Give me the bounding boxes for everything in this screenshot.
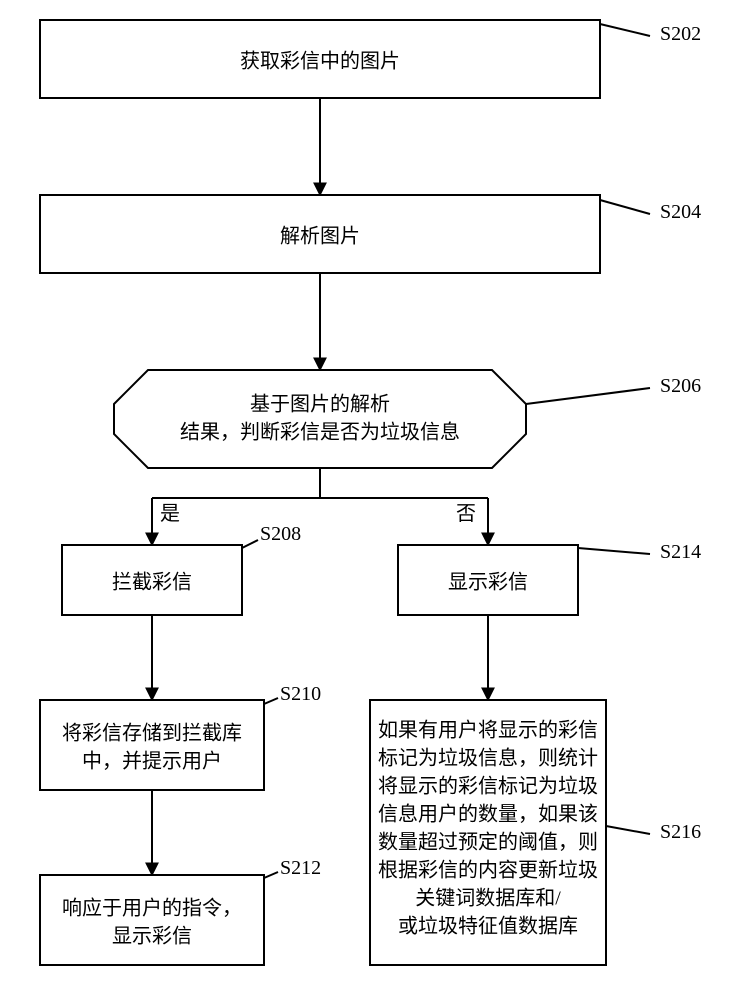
- node-s210: 将彩信存储到拦截库 中，并提示用户: [40, 700, 264, 790]
- node-s216-text-8: 或垃圾特征值数据库: [398, 915, 578, 938]
- node-s206-text-2: 结果，判断彩信是否为垃圾信息: [180, 421, 460, 444]
- leader-s210: [264, 698, 278, 704]
- leader-s204: [600, 200, 650, 214]
- leader-s212: [264, 872, 278, 878]
- node-s214-text: 显示彩信: [448, 571, 528, 594]
- node-s212: 响应于用户的指令， 显示彩信: [40, 875, 264, 965]
- node-s202: 获取彩信中的图片: [40, 20, 600, 98]
- node-s208-text: 拦截彩信: [112, 571, 192, 594]
- node-s210-text-2: 中，并提示用户: [82, 750, 222, 773]
- leader-s206: [526, 388, 650, 404]
- label-s204: S204: [660, 201, 701, 223]
- node-s216: 如果有用户将显示的彩信 标记为垃圾信息，则统计 将显示的彩信标记为垃圾 信息用户…: [370, 700, 606, 965]
- node-s216-text-5: 数量超过预定的阈值，则: [378, 831, 598, 854]
- label-s208: S208: [260, 523, 301, 545]
- node-s206: 基于图片的解析 结果，判断彩信是否为垃圾信息: [114, 370, 526, 468]
- node-s208: 拦截彩信: [62, 545, 242, 615]
- node-s204: 解析图片: [40, 195, 600, 273]
- node-s206-text-1: 基于图片的解析: [250, 393, 390, 416]
- node-s214: 显示彩信: [398, 545, 578, 615]
- branch-label-yes: 是: [160, 503, 180, 525]
- leader-s202: [600, 24, 650, 36]
- label-s206: S206: [660, 375, 701, 397]
- node-s204-text: 解析图片: [280, 225, 360, 248]
- leader-s208: [242, 540, 258, 548]
- node-s212-text-1: 响应于用户的指令，: [62, 897, 242, 920]
- leader-s216: [606, 826, 650, 834]
- node-s216-text-4: 信息用户的数量，如果该: [378, 803, 598, 826]
- node-s210-text-1: 将彩信存储到拦截库: [62, 722, 242, 745]
- node-s216-text-6: 根据彩信的内容更新垃圾: [378, 859, 598, 882]
- node-s216-text-7: 关键词数据库和/: [415, 887, 561, 910]
- node-s216-text-3: 将显示的彩信标记为垃圾: [378, 775, 598, 798]
- node-s216-text-1: 如果有用户将显示的彩信: [378, 719, 598, 742]
- label-s202: S202: [660, 23, 701, 45]
- leader-s214: [578, 548, 650, 554]
- label-s214: S214: [660, 541, 701, 563]
- label-s210: S210: [280, 683, 321, 705]
- flowchart-canvas: 获取彩信中的图片 S202 解析图片 S204 基于图片的解析 结果，判断彩信是…: [0, 0, 752, 1000]
- node-s216-text-2: 标记为垃圾信息，则统计: [378, 747, 598, 770]
- label-s212: S212: [280, 857, 321, 879]
- branch-label-no: 否: [456, 503, 476, 525]
- label-s216: S216: [660, 821, 701, 843]
- node-s212-text-2: 显示彩信: [112, 925, 192, 948]
- node-s202-text: 获取彩信中的图片: [240, 50, 400, 73]
